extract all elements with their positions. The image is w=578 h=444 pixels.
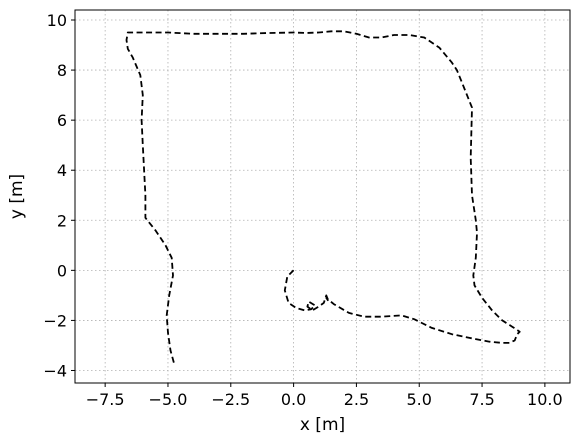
y-tick-label: 0 bbox=[57, 261, 67, 280]
series-layer bbox=[125, 30, 521, 365]
x-tick-label: −7.5 bbox=[86, 390, 125, 409]
trajectory-line bbox=[125, 30, 521, 365]
grid bbox=[75, 10, 570, 383]
x-axis-ticks: −7.5 −5.0 −2.5 0.0 2.5 5.0 7.5 10.0 bbox=[86, 383, 563, 409]
x-tick-label: 5.0 bbox=[407, 390, 432, 409]
x-axis-label: x [m] bbox=[300, 415, 345, 435]
y-tick-label: 6 bbox=[57, 111, 67, 130]
y-tick-label: 2 bbox=[57, 211, 67, 230]
x-tick-label: 10.0 bbox=[527, 390, 563, 409]
x-tick-label: 7.5 bbox=[469, 390, 494, 409]
y-tick-label: 10 bbox=[47, 11, 67, 30]
x-tick-label: −2.5 bbox=[211, 390, 250, 409]
y-tick-label: −2 bbox=[43, 311, 67, 330]
x-tick-label: 0.0 bbox=[281, 390, 306, 409]
x-tick-label: 2.5 bbox=[344, 390, 369, 409]
plot-frame bbox=[74, 9, 571, 384]
y-axis-label: y [m] bbox=[7, 174, 27, 219]
y-tick-label: 8 bbox=[57, 61, 67, 80]
y-tick-label: 4 bbox=[57, 161, 67, 180]
y-tick-label: −4 bbox=[43, 361, 67, 380]
x-tick-label: −5.0 bbox=[149, 390, 188, 409]
y-axis-ticks: −4 −2 0 2 4 6 8 10 bbox=[43, 11, 75, 380]
